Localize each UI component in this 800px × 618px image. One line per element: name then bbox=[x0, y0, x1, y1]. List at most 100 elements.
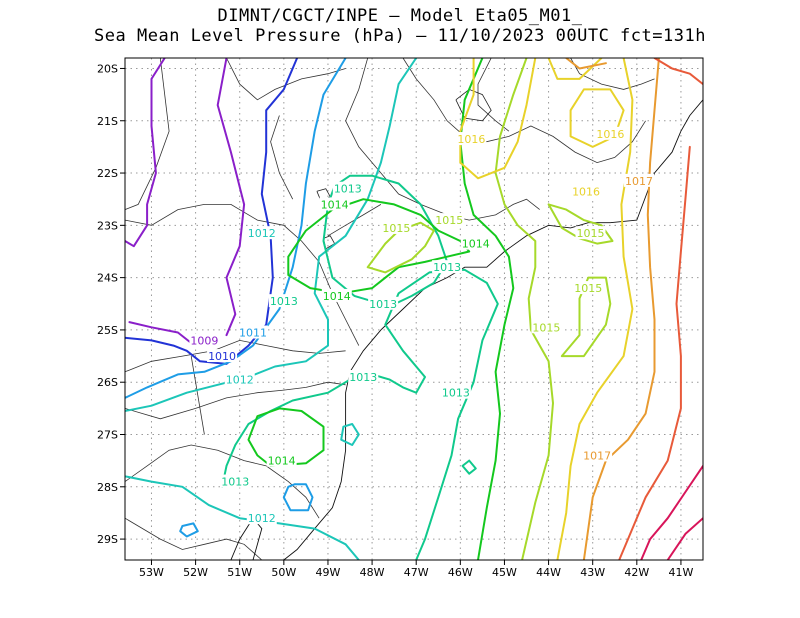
contour-label-background bbox=[319, 197, 350, 211]
x-tick-label: 49W bbox=[316, 566, 341, 579]
contour-label: 1016 bbox=[572, 185, 600, 198]
state-boundary-line bbox=[125, 517, 263, 560]
contour-label: 1017 bbox=[625, 175, 653, 188]
x-tick-label: 41W bbox=[669, 566, 694, 579]
contour-label: 1013 bbox=[433, 261, 461, 274]
state-boundary-line bbox=[125, 339, 346, 373]
contour-label-background bbox=[460, 236, 491, 250]
contour-label: 1013 bbox=[270, 295, 298, 308]
x-tick-label: 48W bbox=[360, 566, 385, 579]
isobar-1019 bbox=[666, 517, 703, 560]
contour-label-background bbox=[332, 181, 363, 195]
state-boundary-line bbox=[226, 58, 346, 101]
contour-label-background bbox=[575, 226, 606, 240]
contour-label-background bbox=[368, 296, 399, 310]
contour-label: 1015 bbox=[574, 282, 602, 295]
contour-label-background bbox=[237, 325, 268, 339]
contour-label: 1016 bbox=[596, 128, 624, 141]
isobar-1011 bbox=[179, 522, 199, 538]
contour-label-background bbox=[246, 226, 277, 240]
coastline bbox=[680, 99, 703, 132]
y-tick-label: 20S bbox=[97, 62, 118, 75]
contour-label: 1012 bbox=[248, 512, 276, 525]
isobar-1012 bbox=[125, 475, 360, 560]
plot-frame bbox=[124, 57, 704, 561]
isobar-1016 bbox=[569, 88, 625, 148]
contour-label: 1013 bbox=[369, 298, 397, 311]
contour-label: 1013 bbox=[442, 387, 470, 400]
y-tick-label: 22S bbox=[97, 167, 118, 180]
isobar-1018 bbox=[653, 58, 703, 86]
contour-label: 1010 bbox=[208, 350, 236, 363]
isobar-1018 bbox=[618, 145, 691, 560]
contour-label-background bbox=[268, 294, 299, 308]
isobar-1015 bbox=[560, 276, 612, 358]
isobar-1012 bbox=[125, 58, 418, 412]
contour-label: 1013 bbox=[221, 476, 249, 489]
contour-label: 1013 bbox=[349, 371, 377, 384]
contour-label-background bbox=[582, 448, 613, 462]
contour-label-background bbox=[571, 184, 602, 198]
coastline bbox=[283, 131, 682, 560]
isobar-1010 bbox=[125, 58, 299, 365]
isobar-1016 bbox=[556, 58, 634, 560]
y-tick-label: 21S bbox=[97, 115, 118, 128]
contour-label-background bbox=[189, 333, 220, 347]
contour-label-background bbox=[207, 349, 238, 363]
isobar-1009 bbox=[128, 321, 193, 344]
contour-label: 1014 bbox=[321, 198, 349, 211]
contour-label-background bbox=[246, 511, 277, 525]
contour-label-background bbox=[440, 385, 471, 399]
state-boundary-line bbox=[125, 58, 170, 210]
contour-label-background bbox=[266, 453, 297, 467]
x-tick-label: 47W bbox=[404, 566, 429, 579]
x-tick-label: 44W bbox=[536, 566, 561, 579]
state-boundary-line bbox=[345, 58, 540, 221]
contour-label-background bbox=[434, 213, 465, 227]
isobar-1015 bbox=[547, 203, 614, 245]
x-tick-label: 42W bbox=[624, 566, 649, 579]
isobar-1013 bbox=[461, 459, 477, 475]
isobar-1014 bbox=[247, 407, 325, 467]
contour-label: 1016 bbox=[457, 133, 485, 146]
y-tick-label: 29S bbox=[97, 533, 118, 546]
contour-label: 1012 bbox=[248, 227, 276, 240]
contour-label-background bbox=[456, 132, 487, 146]
contour-label-background bbox=[348, 369, 379, 383]
state-boundary-line bbox=[190, 356, 205, 435]
contour-label-background bbox=[432, 260, 463, 274]
contour-label: 1009 bbox=[190, 334, 218, 347]
x-tick-label: 53W bbox=[139, 566, 164, 579]
contour-label: 1017 bbox=[583, 449, 611, 462]
x-tick-label: 45W bbox=[492, 566, 517, 579]
isobar-1017 bbox=[582, 58, 660, 560]
y-tick-label: 24S bbox=[97, 272, 118, 285]
y-tick-label: 26S bbox=[97, 376, 118, 389]
contour-label: 1012 bbox=[226, 374, 254, 387]
contour-label: 1015 bbox=[532, 321, 560, 334]
contour-label-background bbox=[220, 474, 251, 488]
state-boundary-line bbox=[570, 58, 655, 90]
isobar-1016 bbox=[459, 58, 537, 180]
contour-label-background bbox=[595, 126, 626, 140]
chart-title-line-1: DIMNT/CGCT/INPE – Model Eta05_M01_ bbox=[217, 6, 583, 26]
y-tick-label: 28S bbox=[97, 481, 118, 494]
contour-label-background bbox=[624, 173, 655, 187]
chart-title-line-2: Sea Mean Level Pressure (hPa) – 11/10/20… bbox=[94, 26, 706, 46]
x-tick-label: 50W bbox=[271, 566, 296, 579]
contour-label-background bbox=[321, 288, 352, 302]
contour-label: 1014 bbox=[462, 238, 490, 251]
isobar-1017 bbox=[565, 58, 607, 70]
isobar-1016 bbox=[547, 58, 603, 80]
contour-label-background bbox=[573, 281, 604, 295]
y-tick-label: 23S bbox=[97, 219, 118, 232]
contour-layer bbox=[125, 58, 703, 560]
contour-label: 1014 bbox=[323, 290, 351, 303]
x-tick-label: 51W bbox=[227, 566, 252, 579]
contour-label: 1014 bbox=[268, 455, 296, 468]
state-boundary-line bbox=[477, 58, 510, 132]
isobar-1015 bbox=[366, 221, 435, 274]
isobar-1011 bbox=[125, 58, 347, 399]
